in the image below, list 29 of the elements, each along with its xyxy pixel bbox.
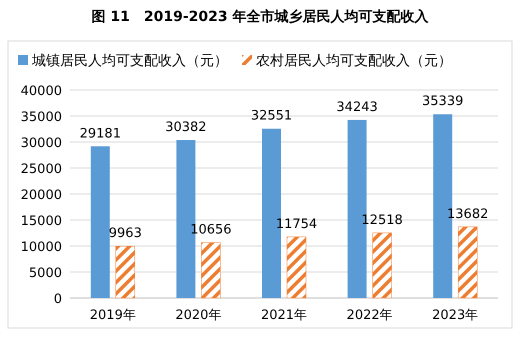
legend-label: 城镇居民人均可支配收入（元）	[31, 53, 228, 69]
y-tick-label: 10000	[20, 240, 62, 255]
y-tick-label: 30000	[20, 136, 62, 151]
data-label: 32551	[250, 108, 292, 124]
data-label: 29181	[80, 126, 121, 142]
bar	[116, 246, 136, 298]
y-tick-label: 15000	[20, 214, 62, 229]
chart-title: 图 11 2019-2023 年全市城乡居民人均可支配收入	[92, 8, 430, 25]
x-tick-label: 2023年	[432, 308, 478, 323]
data-label: 30382	[165, 120, 207, 136]
legend-label: 农村居民人均可支配收入（元）	[256, 53, 452, 69]
x-tick-label: 2022年	[346, 308, 393, 323]
y-tick-label: 40000	[20, 84, 62, 99]
y-tick-label: 20000	[20, 188, 62, 203]
data-label: 9963	[108, 226, 142, 242]
x-tick-label: 2021年	[260, 308, 308, 323]
x-tick-label: 2019年	[90, 308, 136, 323]
bar	[372, 232, 392, 298]
bar	[458, 226, 478, 298]
bar	[286, 236, 306, 298]
data-label: 34243	[336, 100, 378, 115]
y-tick-label: 25000	[20, 162, 62, 177]
bar	[90, 146, 110, 298]
y-tick-label: 0	[54, 292, 62, 307]
y-tick-label: 5000	[28, 266, 62, 281]
y-tick-label: 35000	[20, 110, 62, 125]
bar	[201, 242, 221, 298]
data-label: 35339	[422, 94, 464, 110]
x-tick-label: 2020年	[175, 308, 222, 323]
